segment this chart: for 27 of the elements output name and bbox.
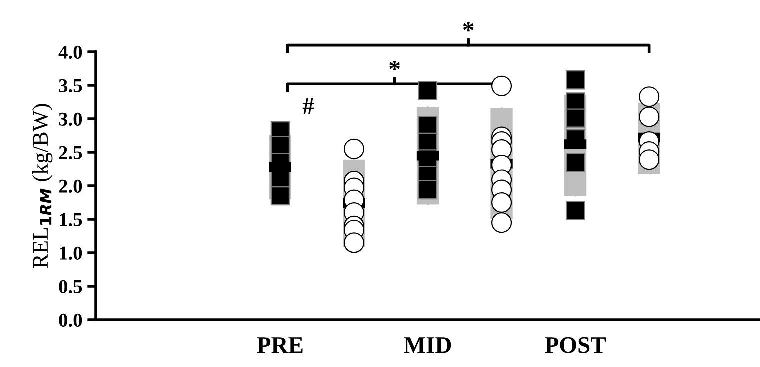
point <box>492 192 512 214</box>
y-tick-label: 2.0 <box>59 180 82 194</box>
y-tick-label: 0.0 <box>59 314 82 328</box>
y-tick-label: 4.0 <box>58 46 82 60</box>
annotation: * <box>390 61 400 70</box>
text: * <box>463 22 474 32</box>
y-tick-label: 1.0 <box>60 246 82 260</box>
point <box>418 81 438 100</box>
point <box>566 152 586 172</box>
point <box>270 186 290 206</box>
y-tick-label: 3.5 <box>59 79 82 93</box>
y-axis-title: REL$_{1RM}$ (kg/BW) <box>32 104 53 268</box>
point <box>566 70 586 90</box>
y-tick-label: 0.5 <box>59 280 82 294</box>
point <box>418 180 438 200</box>
y-tick-label: 2.5 <box>59 146 82 160</box>
y-tick-label: 3.0 <box>59 112 82 126</box>
x-tick-label: MID <box>404 338 452 354</box>
point <box>344 232 364 254</box>
point <box>639 150 660 170</box>
point <box>566 108 586 128</box>
y-tick-label: 1.5 <box>60 213 82 227</box>
x-tick-label: POST <box>545 337 606 354</box>
annotation: # <box>302 98 314 114</box>
x-tick-label: PRE <box>257 338 303 354</box>
point <box>566 201 586 220</box>
point <box>639 106 660 128</box>
